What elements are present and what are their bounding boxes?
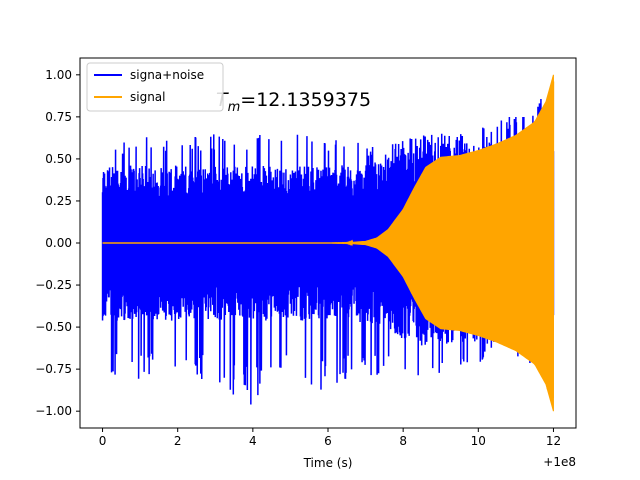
x-tick-label: 12	[546, 434, 561, 448]
y-tick-label: 0.25	[45, 194, 72, 208]
legend-label-noise: signa+noise	[130, 68, 204, 82]
y-tick-label: −0.75	[35, 362, 72, 376]
legend-label-signal: signal	[130, 90, 166, 104]
y-tick-label: −1.00	[35, 404, 72, 418]
y-tick-label: −0.25	[35, 278, 72, 292]
x-tick-label: 0	[99, 434, 107, 448]
axes-layer: 0 2 4 6 8 10 12 1.00 0.75 0.50 0.25 0.00 −0.25 −0.50 −…	[35, 57, 577, 448]
y-tick-label: 0.75	[45, 110, 72, 124]
y-tick-label: 0.00	[45, 236, 72, 250]
x-axis-label: Time (s)	[303, 456, 353, 470]
annotation-subscript: m	[228, 100, 241, 115]
legend: signa+noise signal	[86, 62, 224, 112]
x-tick-label: 8	[399, 434, 407, 448]
y-tick-label: −0.50	[35, 320, 72, 334]
x-tick-label: 6	[324, 434, 332, 448]
annotation-text: =12.1359375	[240, 89, 371, 111]
y-tick-label: 1.00	[45, 68, 72, 82]
y-tick-label: 0.50	[45, 152, 72, 166]
x-tick-label: 10	[471, 434, 486, 448]
x-axis-offset-label: +1e8	[543, 455, 576, 469]
x-tick-label: 2	[174, 434, 182, 448]
plot-layer	[101, 74, 555, 412]
x-tick-label: 4	[249, 434, 257, 448]
series-signal-area	[102, 74, 554, 412]
